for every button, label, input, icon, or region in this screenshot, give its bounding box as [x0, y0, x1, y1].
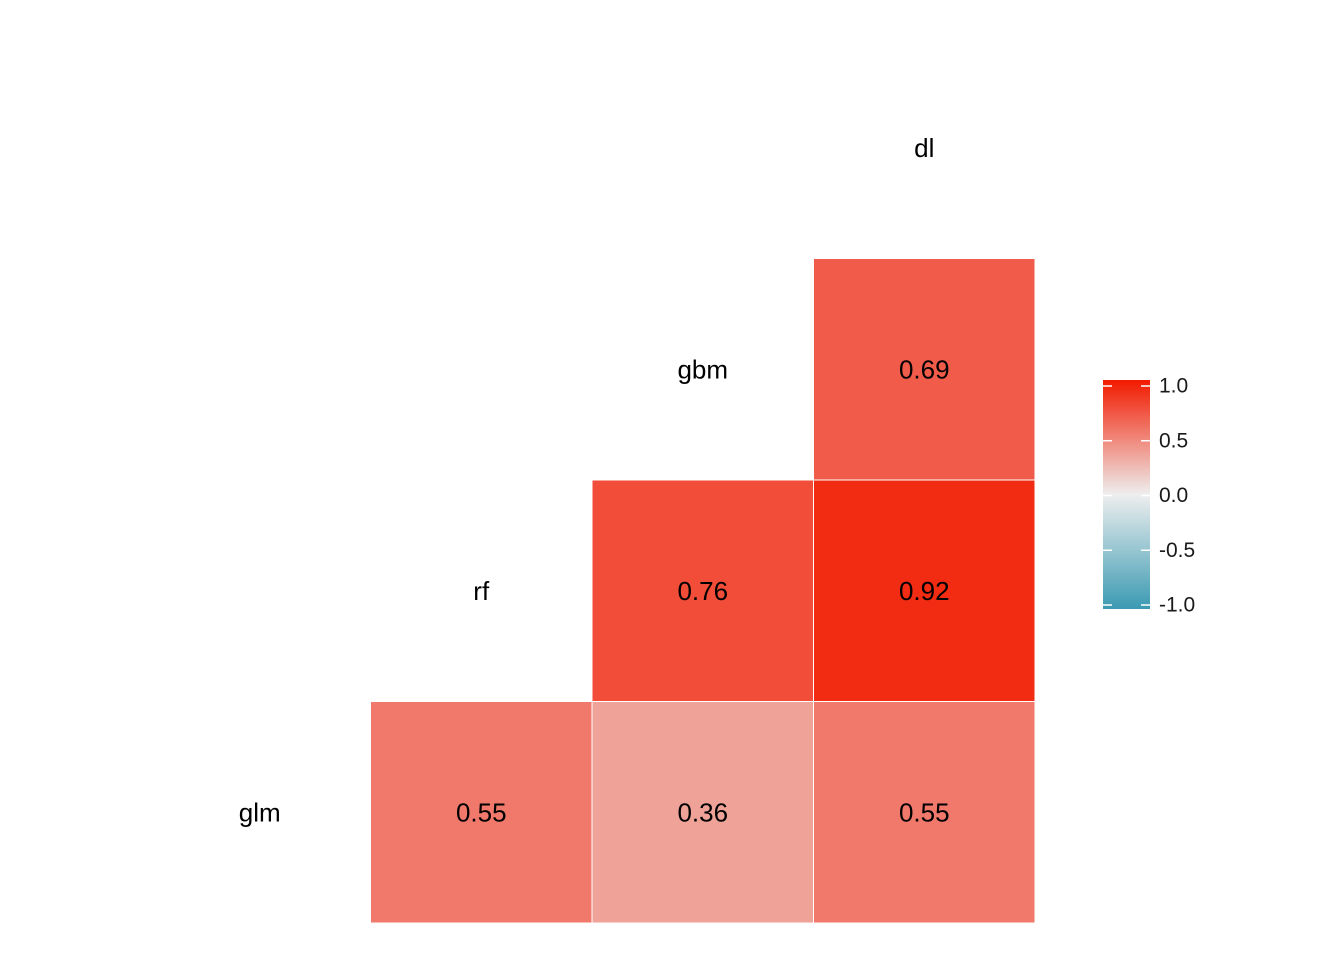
- cell-value-glm-rf: 0.55: [456, 797, 507, 827]
- legend-tick-label: -0.5: [1159, 539, 1195, 562]
- variable-label-dl: dl: [914, 133, 934, 163]
- variable-label-glm: glm: [239, 797, 281, 827]
- heatmap-cell-labels: 0.55 0.36 0.55 0.76 0.92 0.69: [456, 354, 950, 827]
- cell-value-glm-dl: 0.55: [899, 797, 950, 827]
- legend-tick-label: -1.0: [1159, 594, 1195, 617]
- heatmap-cell-glm-rf: [370, 701, 593, 924]
- variable-label-gbm: gbm: [677, 354, 728, 384]
- cell-value-rf-gbm: 0.76: [677, 576, 728, 606]
- variable-label-rf: rf: [473, 576, 490, 606]
- legend-tick-label: 0.5: [1159, 429, 1188, 452]
- cell-value-glm-gbm: 0.36: [677, 797, 728, 827]
- color-legend: 1.0 0.5 0.0 -0.5 -1.0: [1103, 375, 1195, 617]
- heatmap-cell-glm-gbm: [591, 701, 814, 924]
- cell-value-gbm-dl: 0.69: [899, 354, 950, 384]
- legend-ticks: 1.0 0.5 0.0 -0.5 -1.0: [1103, 375, 1195, 617]
- variable-labels: glm rf gbm dl: [239, 133, 935, 828]
- legend-tick-label: 1.0: [1159, 375, 1188, 398]
- heatmap-cell-gbm-dl: [813, 258, 1036, 481]
- heatmap-cell-rf-gbm: [591, 479, 814, 702]
- heatmap-cells: [370, 258, 1036, 924]
- heatmap-cell-rf-dl: [813, 479, 1036, 702]
- legend-colorbar: [1103, 380, 1150, 609]
- legend-tick-label: 0.0: [1159, 484, 1188, 507]
- cell-value-rf-dl: 0.92: [899, 576, 950, 606]
